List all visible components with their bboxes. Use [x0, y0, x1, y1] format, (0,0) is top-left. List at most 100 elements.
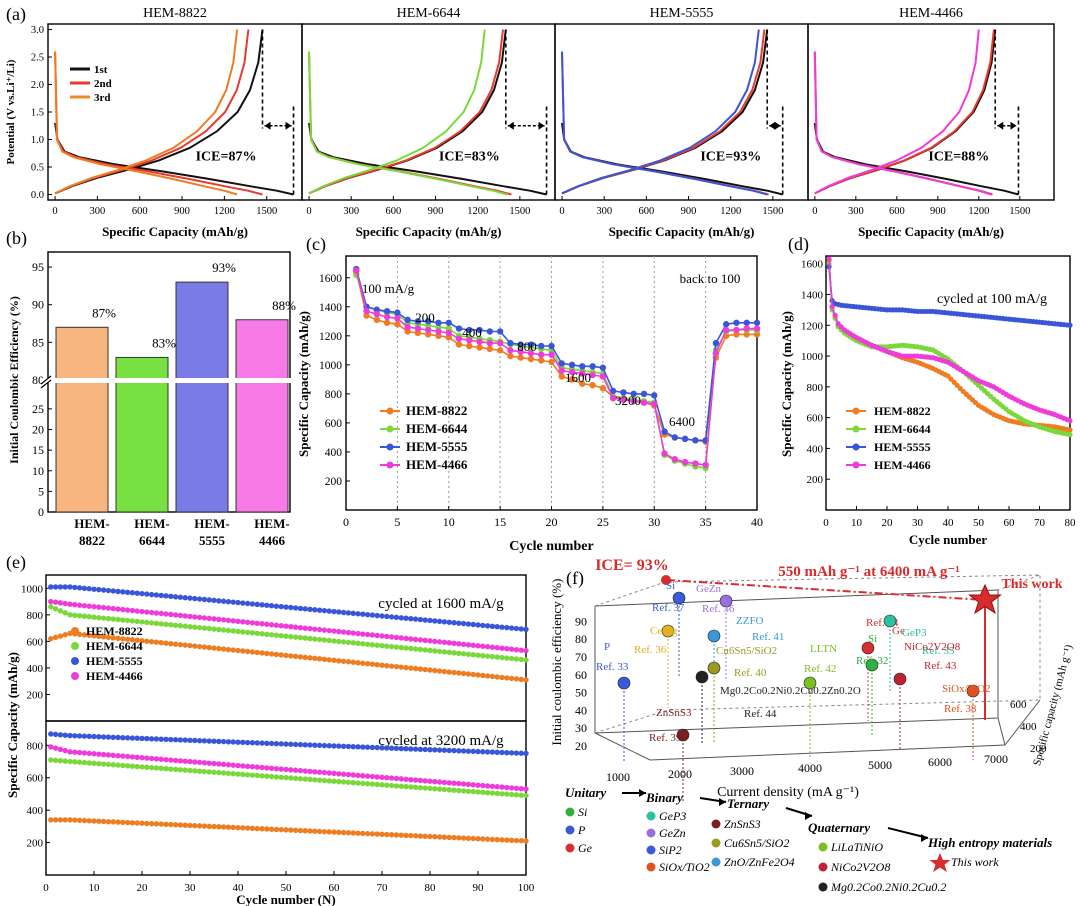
panel-c-point-HEM-4466: [394, 315, 401, 322]
panel-a3-ice-arrowhead: [774, 121, 781, 130]
panel-c-point-HEM-8822: [568, 376, 576, 383]
panel-f-cat-marker: [646, 828, 656, 838]
panel-e2-point-HEM-6644: [518, 792, 524, 798]
panel-e1-point-HEM-6644: [177, 623, 184, 629]
panel-e1-point-HEM-5555: [201, 596, 208, 603]
panel-e1-point-HEM-4466: [374, 632, 380, 639]
panel-e2-point-HEM-8822: [441, 834, 448, 840]
panel-f-point: [883, 614, 897, 628]
panel-e2-point-HEM-4466: [163, 756, 169, 763]
panel-e2-point-HEM-8822: [465, 835, 472, 841]
panel-e1-point-HEM-5555: [312, 607, 318, 613]
panel-e2-point-HEM-6644: [268, 773, 275, 780]
panel-f-point-ref: Ref. 40: [734, 667, 767, 679]
panel-a1-ice-arrowhead: [264, 121, 271, 130]
panel-e1-point-HEM-5555: [518, 626, 524, 632]
panel-c-point-HEM-5555: [548, 342, 555, 350]
panel-d-ytick-label: 800: [807, 382, 824, 394]
panel-f-box-back: [594, 575, 1041, 734]
panel-e-xtick-label: 20: [137, 882, 149, 894]
panel-e1-point-HEM-6644: [120, 617, 126, 623]
panel-e1-point-HEM-6644: [72, 612, 78, 618]
panel-e1-point-HEM-5555: [158, 592, 164, 599]
panel-e1-point-HEM-4466: [398, 635, 404, 641]
panel-e2-point-HEM-6644: [172, 766, 179, 773]
panel-e2-point-HEM-8822: [273, 826, 280, 833]
panel-e1-point-HEM-4466: [321, 627, 328, 633]
panel-e2-point-HEM-8822: [475, 836, 481, 842]
panel-e2-point-HEM-6644: [436, 786, 443, 792]
panel-e2-point-HEM-4466: [144, 755, 150, 761]
panel-e1-point-HEM-8822: [408, 665, 414, 671]
panel-d-ytick-label: 600: [807, 413, 824, 425]
panel-c-point-HEM-8822: [466, 342, 473, 350]
panel-f-cat-item: Cu6Sn5/SiO2: [724, 836, 789, 850]
panel-e1-point-HEM-5555: [86, 586, 92, 592]
panel-c-legend-marker: [386, 407, 394, 415]
panel-e2-point-HEM-8822: [201, 823, 208, 829]
panel-b-ytick-label: 5: [38, 484, 44, 498]
panel-e1-point-HEM-4466: [240, 619, 246, 625]
panel-b-ytick-label: 0: [38, 505, 44, 519]
panel-c-ytick-label: 400: [325, 447, 343, 459]
panel-e2-point-HEM-5555: [225, 739, 232, 745]
panel-e2-point-HEM-8822: [230, 824, 236, 831]
panel-e1-point-HEM-6644: [374, 642, 380, 648]
panel-e1-point-HEM-6644: [110, 616, 116, 622]
panel-d-xlabel: Cycle number: [909, 532, 988, 547]
panel-e2-point-HEM-8822: [182, 822, 188, 828]
panel-d-point-HEM-8822: [1067, 427, 1073, 433]
panel-c-point-HEM-4466: [445, 329, 452, 337]
panel-e1-point-HEM-6644: [129, 618, 136, 624]
panel-e1-point-HEM-8822: [446, 669, 452, 675]
panel-a-ytick-label: 1.5: [31, 108, 44, 119]
panel-e2-point-HEM-6644: [244, 772, 251, 778]
panel-e1-point-HEM-5555: [211, 597, 217, 604]
panel-e2-point-HEM-8822: [129, 820, 136, 826]
panel-f-this-work-guide: [666, 579, 986, 601]
panel-f-point-label: P: [604, 641, 610, 653]
panel-e1-point-HEM-4466: [129, 607, 136, 614]
panel-e2-point-HEM-5555: [158, 736, 164, 742]
panel-e1-point-HEM-6644: [96, 614, 102, 621]
panel-e1-point-HEM-8822: [96, 633, 102, 640]
panel-e2-point-HEM-5555: [230, 739, 236, 745]
panel-e1-point-HEM-5555: [220, 598, 227, 604]
panel-e1-point-HEM-5555: [451, 620, 457, 626]
panel-e1-point-HEM-8822: [432, 667, 438, 674]
panel-e2-point-HEM-6644: [62, 758, 68, 764]
panel-e1-point-HEM-6644: [350, 640, 356, 646]
panel-c-point-HEM-5555: [620, 389, 627, 396]
panel-e1-point-HEM-6644: [192, 624, 198, 630]
panel-e2-point-HEM-8822: [417, 833, 424, 839]
panel-e1-point-HEM-6644: [254, 630, 260, 637]
panel-e2-point-HEM-4466: [81, 750, 88, 756]
panel-f-point: [966, 684, 980, 698]
panel-d-point-HEM-4466: [829, 304, 835, 310]
panel-e2-point-HEM-6644: [158, 765, 164, 772]
panel-e1-point-HEM-6644: [273, 632, 280, 638]
panel-e1-point-HEM-5555: [456, 620, 462, 626]
panel-f-cat-item: Si: [578, 805, 587, 819]
panel-e2-point-HEM-4466: [48, 744, 54, 750]
panel-e1-point-HEM-6644: [86, 614, 92, 620]
panel-c-rate-label: 6400: [669, 414, 695, 429]
panel-e2-point-HEM-8822: [216, 824, 222, 830]
panel-e2-point-HEM-4466: [513, 785, 520, 791]
panel-f-box-back: [594, 574, 1041, 607]
panel-e1-point-HEM-5555: [446, 619, 452, 625]
panel-e1-point-HEM-4466: [446, 640, 452, 646]
panel-e1-point-HEM-8822: [254, 649, 260, 656]
panel-e1-point-HEM-5555: [264, 602, 270, 608]
panel-e2-point-HEM-6644: [120, 762, 126, 769]
panel-f-xtick-label: 3000: [730, 764, 754, 778]
panel-e1-point-HEM-8822: [340, 658, 347, 664]
panel-e2-point-HEM-4466: [264, 765, 270, 771]
panel-e1-point-HEM-8822: [489, 673, 496, 680]
panel-e2-point-HEM-6644: [456, 787, 462, 794]
panel-f-point-ref: Ref. 36: [634, 644, 667, 656]
panel-e2-point-HEM-8822: [427, 833, 433, 840]
panel-e1-point-HEM-4466: [460, 641, 467, 647]
panel-e1-point-HEM-8822: [398, 664, 404, 670]
panel-e2-point-HEM-6644: [297, 776, 304, 782]
